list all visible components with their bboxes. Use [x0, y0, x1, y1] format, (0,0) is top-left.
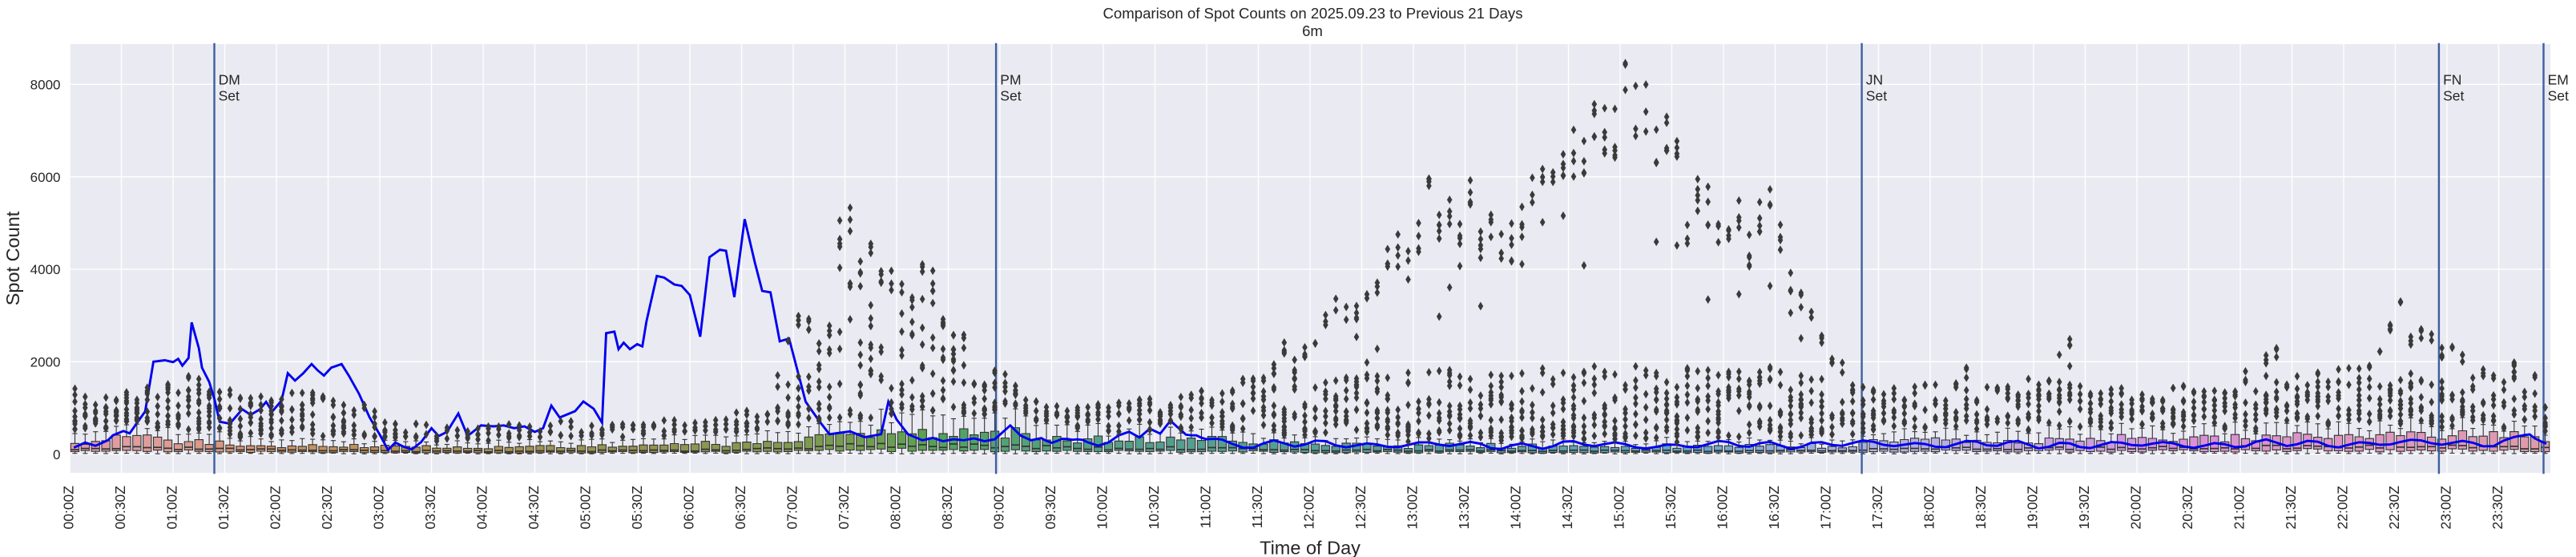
svg-text:Set: Set	[2548, 88, 2569, 104]
svg-text:15:30Z: 15:30Z	[1663, 486, 1679, 530]
svg-text:19:00Z: 19:00Z	[2025, 486, 2041, 530]
svg-text:16:00Z: 16:00Z	[1715, 486, 1731, 530]
svg-text:06:30Z: 06:30Z	[732, 486, 748, 530]
svg-text:05:30Z: 05:30Z	[629, 486, 645, 530]
svg-text:Set: Set	[1866, 88, 1887, 104]
svg-text:08:30Z: 08:30Z	[939, 486, 955, 530]
svg-text:07:30Z: 07:30Z	[836, 486, 852, 530]
svg-text:17:30Z: 17:30Z	[1869, 486, 1885, 530]
svg-text:14:30Z: 14:30Z	[1559, 486, 1575, 530]
svg-text:05:00Z: 05:00Z	[578, 486, 594, 530]
svg-text:00:30Z: 00:30Z	[112, 486, 128, 530]
svg-text:11:00Z: 11:00Z	[1198, 486, 1214, 528]
svg-text:18:00Z: 18:00Z	[1921, 486, 1937, 530]
svg-text:04:30Z: 04:30Z	[526, 486, 542, 530]
svg-text:06:00Z: 06:00Z	[681, 486, 697, 530]
svg-text:10:00Z: 10:00Z	[1094, 486, 1111, 530]
svg-text:01:00Z: 01:00Z	[164, 486, 180, 530]
svg-text:15:00Z: 15:00Z	[1611, 486, 1627, 530]
svg-text:02:00Z: 02:00Z	[268, 486, 284, 530]
svg-text:17:00Z: 17:00Z	[1818, 486, 1834, 530]
svg-text:09:30Z: 09:30Z	[1042, 486, 1058, 530]
svg-text:DM: DM	[219, 72, 240, 88]
svg-text:16:30Z: 16:30Z	[1766, 486, 1782, 530]
svg-text:13:00Z: 13:00Z	[1405, 486, 1421, 530]
svg-text:03:30Z: 03:30Z	[422, 486, 438, 530]
svg-text:19:30Z: 19:30Z	[2076, 486, 2092, 530]
svg-text:12:00Z: 12:00Z	[1301, 486, 1317, 530]
svg-text:18:30Z: 18:30Z	[1973, 486, 1989, 530]
svg-text:02:30Z: 02:30Z	[319, 486, 335, 530]
svg-text:20:00Z: 20:00Z	[2128, 486, 2144, 530]
svg-text:22:00Z: 22:00Z	[2335, 486, 2351, 530]
svg-text:FN: FN	[2443, 72, 2461, 88]
svg-text:14:00Z: 14:00Z	[1508, 486, 1524, 530]
svg-text:13:30Z: 13:30Z	[1456, 486, 1472, 530]
svg-text:2000: 2000	[30, 354, 61, 369]
svg-text:03:00Z: 03:00Z	[371, 486, 387, 530]
svg-text:4000: 4000	[30, 262, 61, 277]
svg-text:Set: Set	[1000, 88, 1021, 104]
svg-text:JN: JN	[1866, 72, 1883, 88]
svg-text:0: 0	[53, 447, 60, 462]
svg-text:6m: 6m	[1302, 22, 1323, 39]
svg-text:10:30Z: 10:30Z	[1146, 486, 1162, 530]
svg-text:20:30Z: 20:30Z	[2179, 486, 2195, 530]
svg-text:00:00Z: 00:00Z	[61, 486, 77, 530]
svg-text:Set: Set	[2443, 88, 2464, 104]
svg-text:Set: Set	[219, 88, 240, 104]
svg-text:Time of Day: Time of Day	[1260, 538, 1361, 557]
svg-text:07:00Z: 07:00Z	[784, 486, 800, 530]
svg-text:EM: EM	[2548, 72, 2569, 88]
svg-text:08:00Z: 08:00Z	[888, 486, 904, 530]
svg-text:01:30Z: 01:30Z	[216, 486, 232, 530]
svg-text:6000: 6000	[30, 170, 61, 185]
svg-text:8000: 8000	[30, 77, 61, 92]
svg-text:23:30Z: 23:30Z	[2489, 486, 2505, 530]
svg-text:Spot Count: Spot Count	[2, 211, 23, 305]
svg-text:22:30Z: 22:30Z	[2386, 486, 2402, 530]
svg-text:21:00Z: 21:00Z	[2231, 486, 2247, 530]
svg-text:09:00Z: 09:00Z	[991, 486, 1007, 530]
svg-text:23:00Z: 23:00Z	[2438, 486, 2454, 530]
svg-text:11:30Z: 11:30Z	[1249, 486, 1265, 528]
svg-text:21:30Z: 21:30Z	[2283, 486, 2299, 530]
svg-text:PM: PM	[1000, 72, 1021, 88]
svg-text:12:30Z: 12:30Z	[1353, 486, 1369, 530]
svg-text:Comparison of Spot Counts on 2: Comparison of Spot Counts on 2025.09.23 …	[1103, 5, 1522, 22]
svg-text:04:00Z: 04:00Z	[474, 486, 490, 530]
